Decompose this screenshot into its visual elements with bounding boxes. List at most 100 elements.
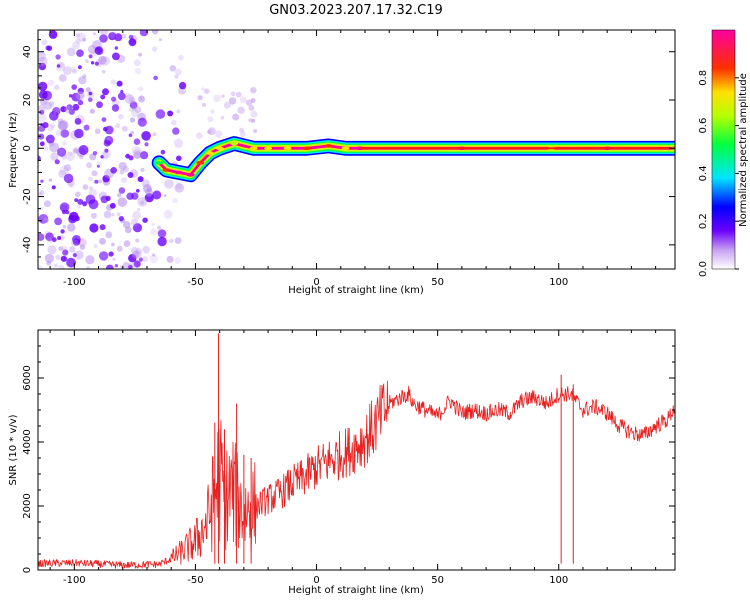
y-tick-label: 6000 xyxy=(22,365,33,390)
noise-blob xyxy=(116,212,121,217)
ridge-point xyxy=(249,146,258,151)
noise-blob xyxy=(139,30,149,37)
noise-blob xyxy=(141,256,148,263)
noise-blob xyxy=(49,142,60,153)
noise-blob xyxy=(101,56,107,62)
noise-blob xyxy=(170,119,177,126)
noise-blob xyxy=(133,59,141,67)
noise-blob xyxy=(130,109,139,118)
noise-blob xyxy=(103,139,111,147)
x-tick-label: 0 xyxy=(313,277,319,288)
noise-blob xyxy=(38,56,48,67)
noise-blob xyxy=(58,246,64,252)
noise-blob xyxy=(140,200,145,205)
noise-blob xyxy=(77,198,84,205)
noise-blob xyxy=(108,32,117,41)
noise-blob xyxy=(164,179,174,189)
noise-blob xyxy=(214,130,223,138)
noise-blob xyxy=(138,257,143,262)
noise-blob xyxy=(124,94,135,104)
noise-blob xyxy=(101,69,106,74)
noise-blob xyxy=(142,217,148,223)
noise-blob xyxy=(38,192,43,196)
noise-blob xyxy=(89,186,93,190)
noise-blob xyxy=(74,118,82,125)
noise-blob xyxy=(100,56,111,66)
noise-blob xyxy=(174,74,179,79)
noise-blob xyxy=(68,215,74,220)
noise-blob xyxy=(163,194,167,198)
noise-blob xyxy=(88,91,93,96)
noise-blob xyxy=(74,250,84,260)
noise-blob xyxy=(230,91,236,97)
noise-blob xyxy=(101,117,107,122)
x-tick-label: 50 xyxy=(431,277,444,288)
snr-y-ticks: 0 2000 4000 6000 xyxy=(22,345,675,573)
noise-blob xyxy=(114,264,119,268)
noise-blob xyxy=(128,155,134,161)
noise-blob xyxy=(119,169,125,175)
noise-blob xyxy=(132,223,143,233)
noise-blob xyxy=(49,111,59,121)
noise-blob xyxy=(105,231,113,239)
snr-x-ticks: -100 -50 0 50 100 xyxy=(49,330,657,586)
noise-blob xyxy=(175,182,182,189)
noise-blob xyxy=(132,211,142,220)
noise-blob xyxy=(133,138,141,145)
noise-blob xyxy=(245,99,253,106)
spectrogram-x-ticks: -100 -50 0 50 100 xyxy=(49,30,657,288)
noise-blob xyxy=(153,75,158,81)
noise-blob xyxy=(38,51,46,62)
noise-blob xyxy=(152,253,156,257)
colorbar-tick-label: 0.8 xyxy=(698,70,709,86)
noise-blob xyxy=(112,257,116,261)
ridge-point xyxy=(283,146,292,151)
noise-blob xyxy=(58,120,69,130)
noise-blob xyxy=(85,255,95,265)
noise-blob xyxy=(127,264,133,269)
noise-blob xyxy=(56,106,61,111)
noise-blob xyxy=(174,257,181,264)
noise-blob xyxy=(239,131,246,138)
noise-blob xyxy=(58,74,67,82)
noise-blob xyxy=(90,61,95,65)
colorbar-label: Normalized spectral amplitude xyxy=(738,73,749,227)
noise-blob xyxy=(54,263,58,268)
noise-blob xyxy=(72,103,80,111)
noise-blob xyxy=(54,159,60,165)
noise-blob xyxy=(94,46,103,55)
noise-blob xyxy=(38,143,41,149)
noise-blob xyxy=(94,179,99,184)
noise-blob xyxy=(60,129,70,138)
noise-blob xyxy=(99,224,106,231)
ridge-point xyxy=(230,141,239,146)
noise-blob xyxy=(196,132,203,139)
noise-blob xyxy=(44,253,55,263)
ridge-point xyxy=(155,161,164,165)
y-tick-label: -40 xyxy=(22,237,33,253)
colorbar: 0.0 0.2 0.4 0.6 0.8 Normalized spectral ampl… xyxy=(698,29,749,277)
noise-blob xyxy=(163,209,173,219)
noise-blob xyxy=(103,126,108,132)
noise-blob xyxy=(110,31,118,39)
ridge-point xyxy=(186,173,195,177)
noise-blob xyxy=(250,98,256,103)
noise-blob xyxy=(127,172,134,178)
colorbar-gradient xyxy=(711,29,736,270)
noise-blob xyxy=(201,87,205,91)
noise-blob xyxy=(174,183,185,193)
noise-blob xyxy=(63,173,74,184)
ridge-point xyxy=(206,151,214,155)
noise-blob xyxy=(82,74,87,79)
colorbar-tick-label: 0.4 xyxy=(698,165,709,181)
noise-blob xyxy=(61,245,68,252)
snr-xlabel: Height of straight line (km) xyxy=(288,585,424,596)
noise-blob xyxy=(175,68,182,76)
noise-blob xyxy=(117,193,122,198)
noise-blob xyxy=(123,240,131,248)
snr-panel: -100 -50 0 50 100 0 2000 4000 6000 Height of st… xyxy=(8,329,676,596)
noise-blob xyxy=(69,246,76,253)
noise-blob xyxy=(120,89,124,94)
noise-blob xyxy=(38,81,48,92)
